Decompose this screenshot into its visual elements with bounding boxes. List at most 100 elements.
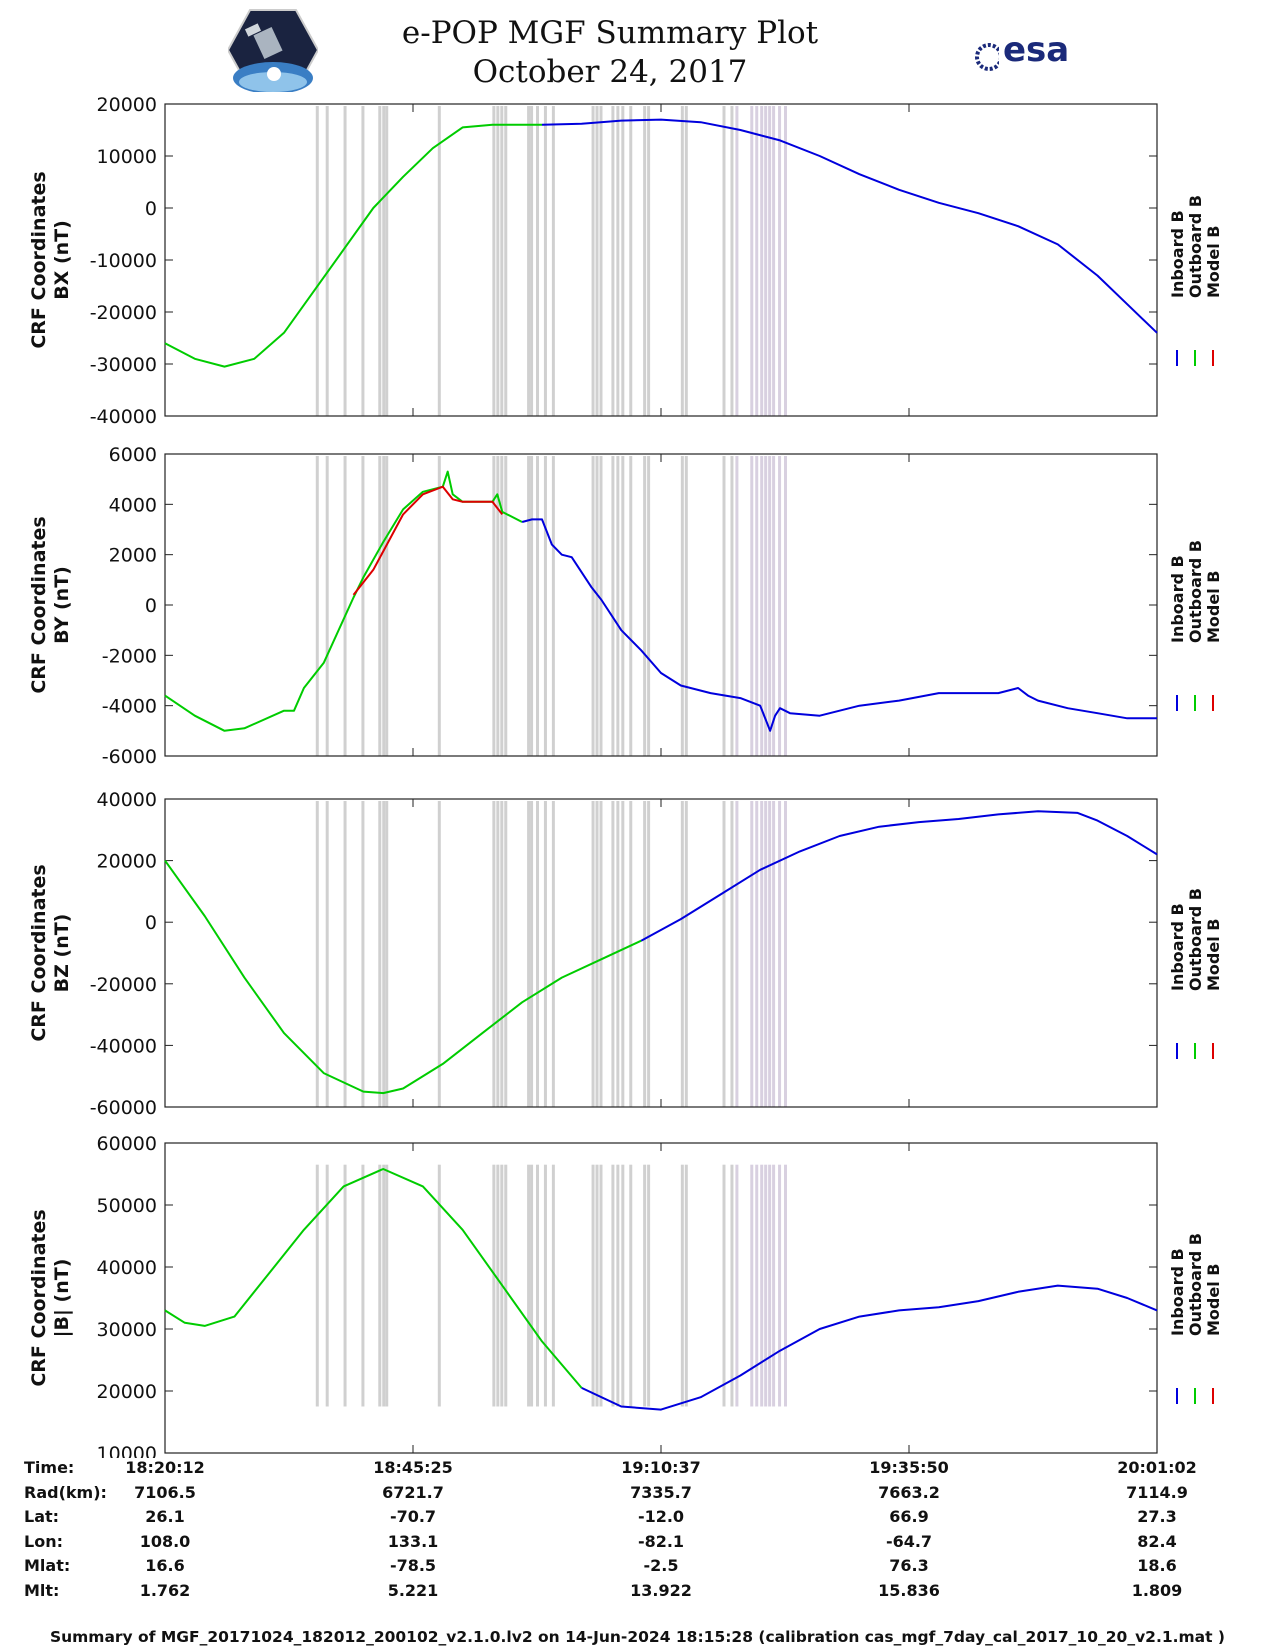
- data-gap-bar: [643, 106, 647, 416]
- legend-label: Model B: [1204, 226, 1223, 298]
- ephemeris-value: 18:45:25: [373, 1458, 453, 1477]
- series-line-inboard-b: [581, 1284, 1158, 1411]
- series-line-model-b: [352, 485, 504, 596]
- ephemeris-row-label: Lon:: [24, 1531, 63, 1551]
- data-gap-bar: [599, 801, 603, 1107]
- y-tick-label: 0: [145, 912, 157, 934]
- data-gap-bar: [611, 106, 615, 416]
- data-gap-bar: [315, 801, 319, 1107]
- y-tick-label: -30000: [90, 354, 157, 376]
- data-gap-bar: [504, 1164, 508, 1407]
- chart-title: e-POP MGF Summary Plot October 24, 2017: [400, 14, 820, 92]
- data-gap-bar: [680, 456, 684, 756]
- data-gap-bar: [591, 1164, 595, 1407]
- ephemeris-value: 5.221: [387, 1580, 439, 1600]
- ephemeris-value: 19:35:50: [869, 1458, 949, 1477]
- data-gap-bar: [764, 456, 768, 756]
- data-gap-bar: [735, 106, 739, 416]
- data-gap-bar: [621, 801, 625, 1107]
- data-gap-bar: [616, 456, 620, 756]
- data-gap-bar: [530, 456, 534, 756]
- data-gap-bar: [778, 801, 782, 1107]
- data-gap-bar: [684, 801, 688, 1107]
- data-gap-bar: [591, 456, 595, 756]
- ephemeris-value: 27.3: [1137, 1507, 1177, 1526]
- ephemeris-value: -70.7: [389, 1507, 437, 1526]
- data-gap-bar: [760, 456, 764, 756]
- data-gap-bar: [735, 456, 739, 756]
- data-gap-bar: [684, 456, 688, 756]
- data-gap-bar: [722, 106, 726, 416]
- ephemeris-row: Mlat: 16.6 -78.5 -2.5 76.3 18.6: [0, 1556, 1275, 1580]
- ephemeris-value: 1.809: [1131, 1580, 1183, 1600]
- data-gap-bar: [595, 801, 599, 1107]
- data-gap-bar: [730, 1164, 734, 1407]
- series-line-outboard-b: [164, 470, 523, 732]
- data-gap-bar: [378, 1164, 382, 1407]
- data-gap-bar: [343, 456, 347, 756]
- data-gap-bar: [750, 1164, 754, 1407]
- y-tick-label: -6000: [102, 746, 157, 768]
- y-tick-label: -40000: [90, 406, 157, 428]
- ephemeris-value: 82.4: [1137, 1531, 1177, 1551]
- data-gap-bar: [730, 456, 734, 756]
- ephemeris-value: 18:20:12: [125, 1458, 205, 1477]
- data-gap-bar: [735, 1164, 739, 1407]
- esa-logo-text: esa: [1003, 30, 1070, 70]
- data-gap-bar: [543, 106, 547, 416]
- y-tick-label: 40000: [97, 1257, 157, 1279]
- data-gap-bar: [536, 106, 540, 416]
- ephemeris-row-label: Mlat:: [24, 1556, 71, 1575]
- y-axis-label-line-1: CRF Coordinates: [28, 516, 50, 693]
- data-gap-bar: [527, 801, 531, 1107]
- legend-label: Model B: [1204, 1264, 1223, 1336]
- plot-frame: [164, 453, 1158, 757]
- ephemeris-value: 20:01:02: [1117, 1458, 1197, 1477]
- data-gap-bar: [385, 456, 389, 756]
- data-gap-bar: [361, 1164, 365, 1407]
- data-gap-bar: [496, 456, 500, 756]
- legend-label: Model B: [1204, 571, 1223, 643]
- data-gap-bar: [599, 456, 603, 756]
- ephemeris-row-label: Mlt:: [24, 1580, 60, 1600]
- y-axis-label-line-2: BZ (nT): [51, 914, 73, 993]
- ephemeris-row: Time: 18:20:12 18:45:25 19:10:37 19:35:50 20:…: [0, 1458, 1275, 1482]
- data-gap-bar: [437, 456, 441, 756]
- y-tick-label: 40000: [97, 789, 157, 811]
- data-gap-bar: [382, 106, 386, 416]
- data-gap-bar: [599, 1164, 603, 1407]
- data-gap-bar: [647, 801, 651, 1107]
- data-gap-bar: [361, 801, 365, 1107]
- ephemeris-value: 7663.2: [878, 1482, 940, 1502]
- data-gap-bar: [647, 1164, 651, 1407]
- data-gap-bar: [768, 106, 772, 416]
- data-gap-bar: [680, 106, 684, 416]
- data-gap-bar: [760, 1164, 764, 1407]
- series-line-outboard-b: [164, 123, 542, 368]
- y-tick-label: -20000: [90, 302, 157, 324]
- data-gap-bar: [647, 106, 651, 416]
- ephemeris-row: Lon: 108.0 133.1 -82.1 -64.7 82.4: [0, 1532, 1275, 1556]
- chart-panel-4: 10000 20000 30000 40000 50000 60000 CRF Coordi…: [28, 1133, 1223, 1458]
- data-gap-bar: [496, 1164, 500, 1407]
- legend-label: Outboard B: [1186, 540, 1205, 643]
- data-gap-bar: [611, 1164, 615, 1407]
- data-gap-bar: [616, 801, 620, 1107]
- data-gap-bar: [543, 801, 547, 1107]
- cassiope-logo-icon: [226, 8, 320, 97]
- ephemeris-row-label: Lat:: [24, 1507, 60, 1526]
- data-gap-bar: [621, 456, 625, 756]
- data-gap-bar: [784, 1164, 788, 1407]
- data-gap-bar: [611, 456, 615, 756]
- data-gap-bar: [343, 106, 347, 416]
- data-gap-bar: [755, 801, 759, 1107]
- data-gap-bar: [750, 801, 754, 1107]
- data-gap-bar: [629, 106, 633, 416]
- legend-label: Outboard B: [1186, 888, 1205, 991]
- data-gap-bar: [629, 456, 633, 756]
- y-tick-label: 20000: [97, 1381, 157, 1403]
- data-gap-bar: [378, 106, 382, 416]
- data-gap-bar: [784, 106, 788, 416]
- data-gap-bar: [722, 456, 726, 756]
- data-gap-bar: [760, 801, 764, 1107]
